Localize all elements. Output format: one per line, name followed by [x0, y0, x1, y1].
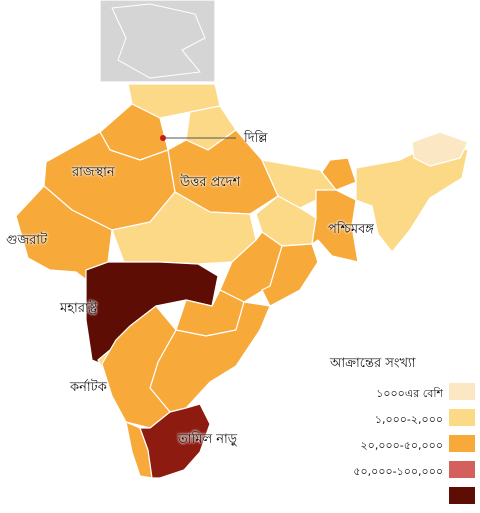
- label-uttar-pradesh: উত্তর প্রদেশ: [180, 175, 241, 190]
- region-karnataka: [101, 305, 177, 429]
- region-jammu-kashmir-detail: [111, 3, 206, 79]
- legend-swatch: [449, 435, 475, 452]
- region-odisha: [261, 243, 319, 307]
- legend-item: ১০০০এর বেশি: [330, 383, 475, 409]
- delhi-marker: [160, 135, 166, 141]
- label-rajasthan: রাজস্থান: [72, 165, 115, 180]
- legend-item: ১,০০০-২,০০০: [330, 409, 475, 435]
- legend-swatch: [449, 461, 475, 478]
- legend-item: ৫০,০০০-১০০,০০০: [330, 461, 475, 487]
- label-delhi: দিল্লি: [244, 131, 268, 146]
- legend-swatch: [449, 383, 475, 400]
- label-karnataka: কর্নাটক: [70, 380, 107, 395]
- legend-item-label: ১০০০এর বেশি: [376, 387, 443, 400]
- legend-item: ২০,০০০-৫০,০০০: [330, 435, 475, 461]
- legend-item-label: ১,০০০-২,০০০: [374, 413, 443, 426]
- legend-item: [330, 487, 475, 513]
- region-west-bengal: [311, 189, 359, 263]
- label-tamil-nadu: তামিল নাড়ু: [178, 432, 238, 447]
- label-maharashtra: মহারাষ্ট্র: [60, 301, 98, 316]
- region-arunachal: [411, 131, 469, 167]
- legend: আক্রান্তের সংখ্যা ১০০০এর বেশি ১,০০০-২,০০…: [330, 354, 475, 513]
- india-map: [15, 0, 469, 479]
- legend-swatch: [449, 487, 475, 504]
- legend-item-label: ২০,০০০-৫০,০০০: [360, 439, 443, 452]
- legend-title: আক্রান্তের সংখ্যা: [330, 356, 416, 371]
- legend-item-label: ৫০,০০০-১০০,০০০: [353, 465, 443, 478]
- label-west-bengal: পশ্চিমবঙ্গ: [328, 222, 374, 237]
- label-gujarat: গুজরাট: [6, 233, 48, 248]
- region-sikkim: [321, 157, 357, 191]
- region-tamil-nadu: [139, 403, 211, 479]
- legend-swatch: [449, 409, 475, 426]
